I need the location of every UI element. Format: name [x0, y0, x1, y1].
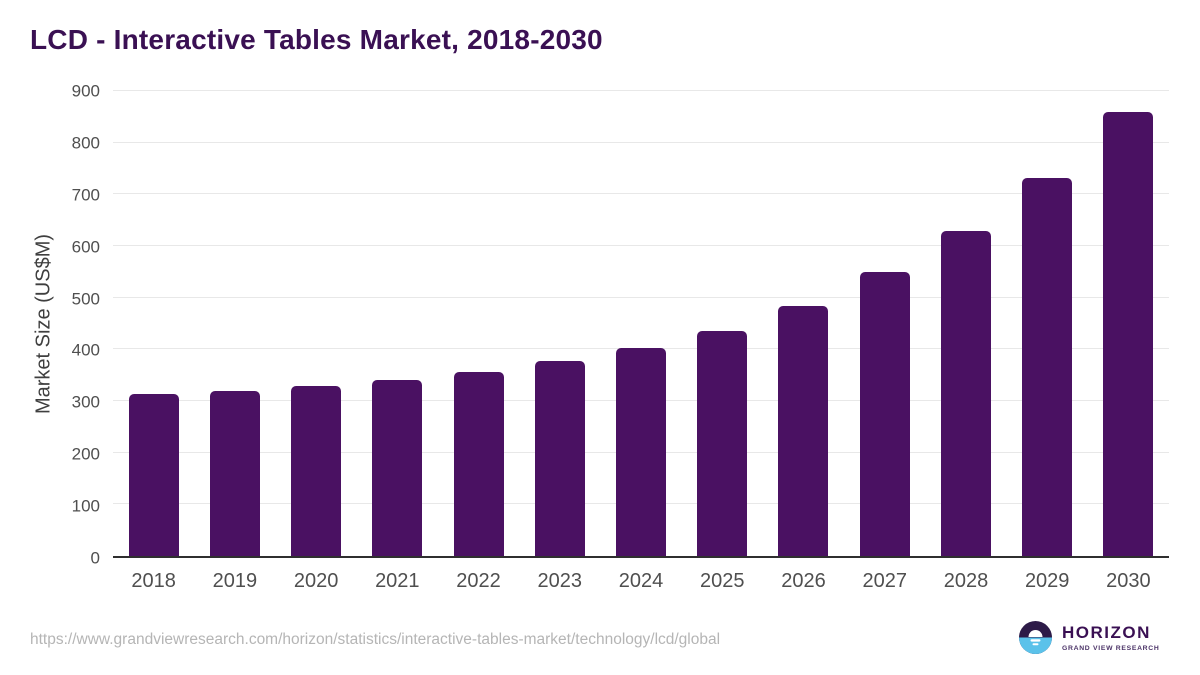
bar-column-2030 — [1088, 91, 1169, 556]
bar-column-2028 — [925, 91, 1006, 556]
bar-column-2022 — [438, 91, 519, 556]
bar-column-2018 — [113, 91, 194, 556]
bar-column-2020 — [275, 91, 356, 556]
y-tick-700: 700 — [71, 185, 100, 205]
x-tick-2020: 2020 — [293, 570, 339, 592]
bar-column-2027 — [844, 91, 925, 556]
logo-tagline: GRAND VIEW RESEARCH — [1062, 645, 1160, 652]
bar-column-2024 — [600, 91, 681, 556]
x-tick-2028: 2028 — [943, 570, 989, 592]
bar-column-2019 — [194, 91, 275, 556]
y-tick-600: 600 — [71, 237, 100, 257]
y-tick-800: 800 — [71, 133, 100, 153]
gridline-600 — [113, 245, 1169, 247]
y-tick-400: 400 — [71, 340, 100, 360]
bar-column-2021 — [357, 91, 438, 556]
plot-area — [113, 90, 1169, 558]
bar-column-2029 — [1007, 91, 1088, 556]
x-tick-2027: 2027 — [862, 570, 907, 592]
bar-2025 — [697, 330, 748, 556]
x-tick-2024: 2024 — [618, 570, 664, 592]
x-tick-2021: 2021 — [375, 570, 420, 592]
y-tick-0: 0 — [90, 548, 100, 568]
bar-2029 — [1022, 178, 1073, 556]
bar-2028 — [940, 230, 991, 556]
y-tick-500: 500 — [71, 289, 100, 309]
chart-title: LCD - Interactive Tables Market, 2018-20… — [30, 24, 603, 55]
bar-column-2026 — [763, 91, 844, 556]
bar-2030 — [1103, 111, 1154, 556]
bar-2024 — [616, 348, 667, 556]
source-url: https://www.grandviewresearch.com/horizo… — [30, 631, 721, 648]
x-axis-tick-labels: 2018 2019 2020 2021 2022 2023 2024 2025 2026 2027… — [113, 570, 1169, 593]
bar-series — [113, 91, 1169, 556]
gridline-900 — [113, 90, 1169, 91]
bar-2023 — [534, 361, 585, 556]
bar-2018 — [128, 394, 179, 556]
y-tick-100: 100 — [71, 496, 100, 516]
bar-column-2023 — [519, 91, 600, 556]
x-tick-2026: 2026 — [781, 570, 826, 592]
x-tick-2019: 2019 — [212, 570, 258, 592]
y-tick-900: 900 — [71, 81, 100, 101]
x-tick-2030: 2030 — [1106, 570, 1151, 592]
x-tick-2025: 2025 — [700, 570, 745, 592]
x-tick-2023: 2023 — [537, 570, 583, 592]
gridline-500 — [113, 296, 1169, 298]
horizon-logo: HORIZON GRAND VIEW RESEARCH — [1019, 621, 1160, 654]
logo-name: HORIZON — [1062, 623, 1151, 642]
bar-2019 — [209, 391, 260, 556]
gridline-700 — [113, 193, 1169, 195]
bar-2027 — [859, 271, 910, 556]
x-tick-2022: 2022 — [456, 570, 501, 592]
gridline-800 — [113, 141, 1169, 143]
y-tick-300: 300 — [71, 392, 100, 412]
bar-2021 — [372, 379, 423, 556]
y-axis-tick-labels: 0 100 200 300 400 500 600 700 800 900 — [0, 83, 100, 567]
x-tick-2029: 2029 — [1024, 570, 1070, 592]
logo-text-block: HORIZON GRAND VIEW RESEARCH — [1062, 621, 1160, 654]
horizon-sun-icon — [1019, 621, 1052, 654]
bar-column-2025 — [682, 91, 763, 556]
bar-2026 — [778, 305, 829, 556]
x-tick-2018: 2018 — [131, 570, 176, 592]
bar-2020 — [291, 386, 342, 556]
bar-2022 — [453, 372, 504, 556]
y-tick-200: 200 — [71, 444, 100, 464]
